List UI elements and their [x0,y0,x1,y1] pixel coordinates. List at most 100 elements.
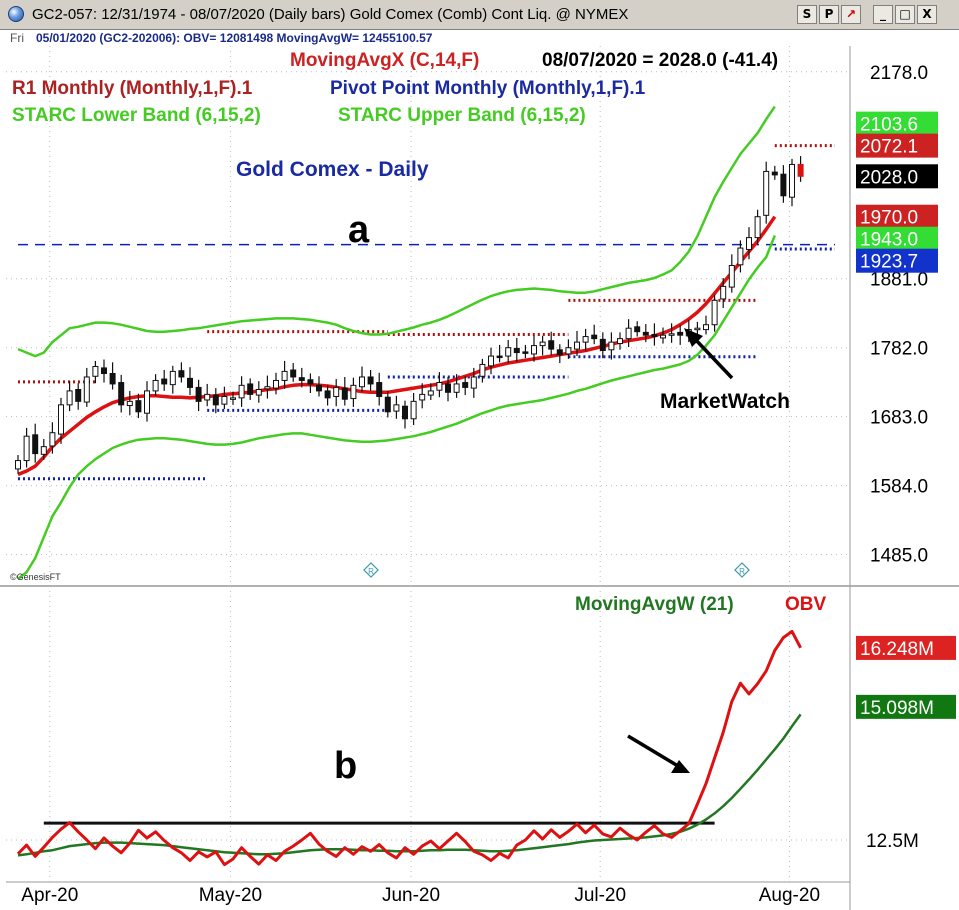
candle [350,377,357,407]
svg-text:16.248M: 16.248M [860,639,934,660]
candle [634,321,641,337]
window-title: GC2-057: 12/31/1974 - 08/07/2020 (Daily … [32,6,629,23]
candle [660,327,666,344]
candle [763,161,770,224]
candle [273,372,279,395]
price-tag: 1923.7 [856,248,938,273]
copyright-label: ©GenesisFT [10,572,61,582]
price-tick-label: 1683.0 [870,408,928,429]
candle [436,372,443,398]
candle [32,423,39,463]
candle [221,386,228,410]
maximize-button[interactable]: □ [895,5,915,24]
obv-label: OBV [785,594,827,615]
candle [591,324,598,345]
price-tick-label: 1584.0 [870,477,928,498]
price-tick-label: 1881.0 [870,270,928,291]
candle [539,335,546,356]
candle [797,156,804,182]
candle [754,209,761,244]
candle [427,383,434,400]
price-tick-label: 1485.0 [870,546,928,567]
candle [479,358,486,383]
price-tick-label: 1782.0 [870,339,928,360]
price-tick-label: 2178.0 [870,63,928,84]
obv-tag: 15.098M [856,694,956,719]
candle [23,427,30,468]
candle [49,422,56,454]
print-button[interactable]: P [819,5,839,24]
candle [83,367,90,407]
annotation-a: a [348,209,370,251]
candle [453,374,460,398]
candle [230,391,236,405]
minimize-button[interactable]: _ [873,5,893,24]
candle [144,381,150,422]
svg-text:1923.7: 1923.7 [860,252,918,273]
candle [771,165,778,180]
candle [505,340,512,364]
starc-upper-band [17,105,776,358]
svg-text:2072.1: 2072.1 [860,137,918,158]
candle [307,373,314,393]
candle [247,378,254,400]
candle [290,363,297,382]
obv-pane: 12.5M 16.248M 15.098M [6,629,956,867]
symbol-button[interactable]: S [797,5,817,24]
obv-line [16,629,802,867]
candle [281,360,288,389]
candle [118,374,125,413]
candle [238,376,245,407]
candle [212,388,219,414]
info-bar: Fri 05/01/2020 (GC2-202006): OBV= 120814… [0,30,959,46]
chart-area: 2178.0 1881.0 1782.0 1683.0 1584.0 1485.0 210… [0,46,959,910]
svg-text:R: R [739,567,745,576]
obv-tick-label: 12.5M [866,831,919,852]
marketwatch-arrow [684,328,734,380]
candle [677,325,684,345]
candle [178,362,185,383]
candle [410,392,417,426]
export-button[interactable]: ↗ [841,5,861,24]
price-candles [15,156,804,474]
candle [195,379,202,412]
annotation-b: b [334,745,357,787]
candle [376,372,383,406]
candle [187,367,193,396]
candle [556,344,563,364]
candle [711,294,718,332]
candle [298,367,305,388]
candle [109,362,116,390]
candle [548,331,555,356]
price-tag: 2103.6 [856,111,938,136]
candle [608,332,615,360]
candle [402,400,408,429]
candle [565,339,572,359]
candle [419,383,426,409]
candle [393,395,400,419]
candle [316,376,322,397]
svg-text:2103.6: 2103.6 [860,115,918,136]
candle [780,165,787,203]
candle [126,390,133,416]
candle [651,323,658,346]
candle [746,227,752,260]
chart-title: Gold Comex - Daily [236,158,429,181]
candle [152,374,159,396]
pivot-label: Pivot Point Monthly (Monthly,1,F).1 [330,78,646,99]
price-tag: 2072.1 [856,133,938,158]
candle [135,393,142,419]
candle [66,381,73,412]
price-tag: 1970.0 [856,204,938,229]
candle [333,379,340,407]
obv-breakout-arrow [627,734,690,773]
time-tick-label: May-20 [199,885,262,906]
candle [599,332,606,359]
candle [496,344,503,363]
candle [488,347,494,375]
close-button[interactable]: X [917,5,937,24]
candle [15,455,21,474]
event-marker-icon: R [363,562,379,578]
obv-tag: 16.248M [856,635,956,660]
